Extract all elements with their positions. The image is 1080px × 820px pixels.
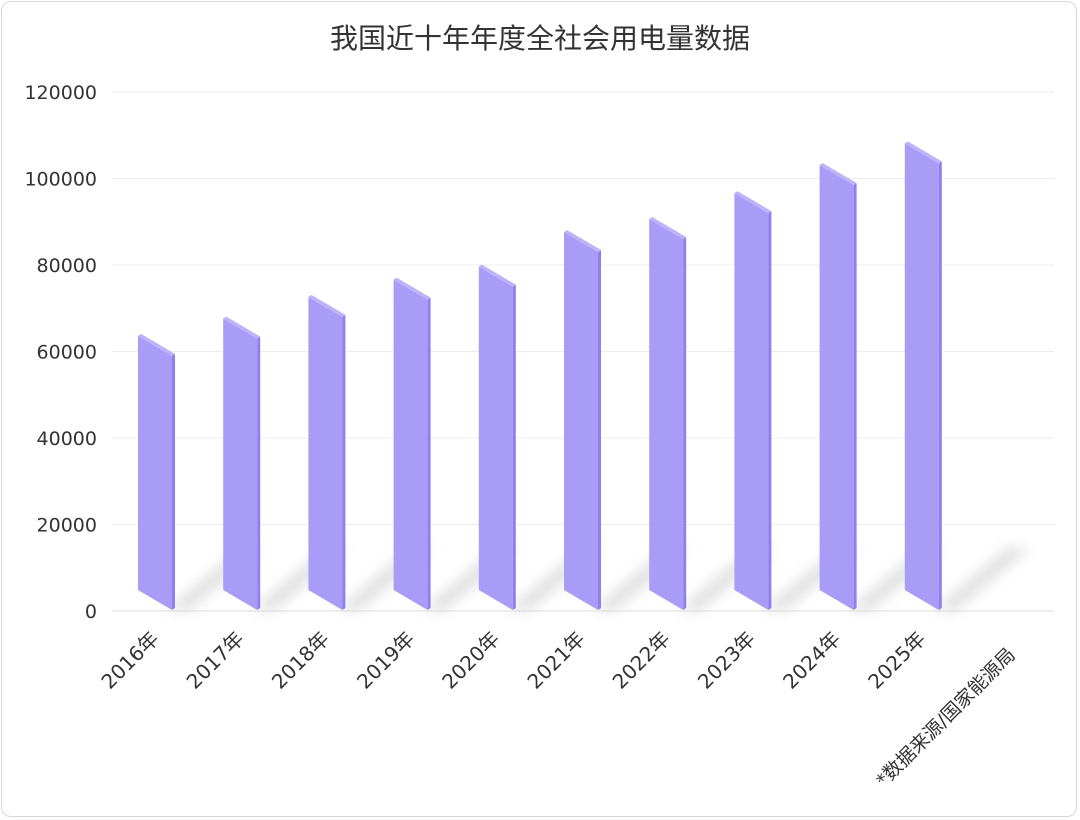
bar-top	[138, 333, 175, 356]
y-tick-label: 100000	[24, 169, 97, 191]
y-tick-label: 20000	[37, 515, 97, 537]
bar-side	[853, 182, 857, 611]
x-tick-label: 2025年	[863, 627, 930, 694]
bar-side	[257, 336, 261, 610]
x-tick-label: 2023年	[693, 627, 760, 694]
bar	[308, 296, 343, 610]
bar-side	[683, 237, 687, 611]
bar-top	[393, 277, 431, 300]
bar-side	[427, 297, 431, 610]
bar-top	[308, 294, 346, 317]
bar-side	[172, 353, 175, 610]
bar-top	[223, 316, 261, 339]
bars	[138, 141, 942, 611]
bar-side	[938, 161, 942, 611]
y-tick-label: 0	[85, 601, 97, 623]
bar-top	[649, 217, 687, 240]
y-tick-label: 80000	[37, 255, 97, 277]
bar	[478, 266, 513, 610]
x-tick-label: 2024年	[778, 627, 845, 694]
y-axis-ticks: 0 20000 40000 60000 80000 100000 120000	[24, 82, 97, 623]
bar	[649, 219, 684, 611]
x-tick-label: 2017年	[182, 627, 249, 694]
bar-top	[478, 264, 516, 287]
bar-top	[904, 141, 942, 164]
bar	[819, 164, 854, 611]
bar-side	[768, 211, 772, 610]
bar	[393, 279, 428, 610]
x-tick-label: 2022年	[608, 627, 675, 694]
bar-shadow	[934, 548, 1029, 610]
bar	[734, 193, 769, 610]
y-tick-label: 40000	[37, 428, 97, 450]
y-tick-label: 60000	[37, 342, 97, 364]
x-tick-label: 2020年	[437, 627, 504, 694]
bar-side	[342, 314, 346, 610]
y-tick-label: 120000	[24, 82, 97, 104]
bar	[564, 232, 598, 610]
x-axis-labels: 2016年 2017年 2018年 2019年 2020年 2021年 2022年 2023年…	[96, 627, 930, 694]
bar-top	[819, 162, 857, 185]
bar-top	[734, 191, 772, 214]
x-tick-label: 2021年	[522, 627, 589, 694]
bar	[904, 143, 939, 611]
x-tick-label: 2018年	[267, 627, 334, 694]
x-tick-label: 2019年	[352, 627, 419, 694]
bar-side	[598, 250, 601, 610]
bar-side	[512, 284, 516, 610]
bar	[223, 318, 258, 610]
bar	[138, 335, 172, 610]
chart-title: 我国近十年年度全社会用电量数据	[330, 22, 750, 55]
x-tick-label: 2016年	[96, 627, 163, 694]
bar-top	[564, 230, 601, 253]
